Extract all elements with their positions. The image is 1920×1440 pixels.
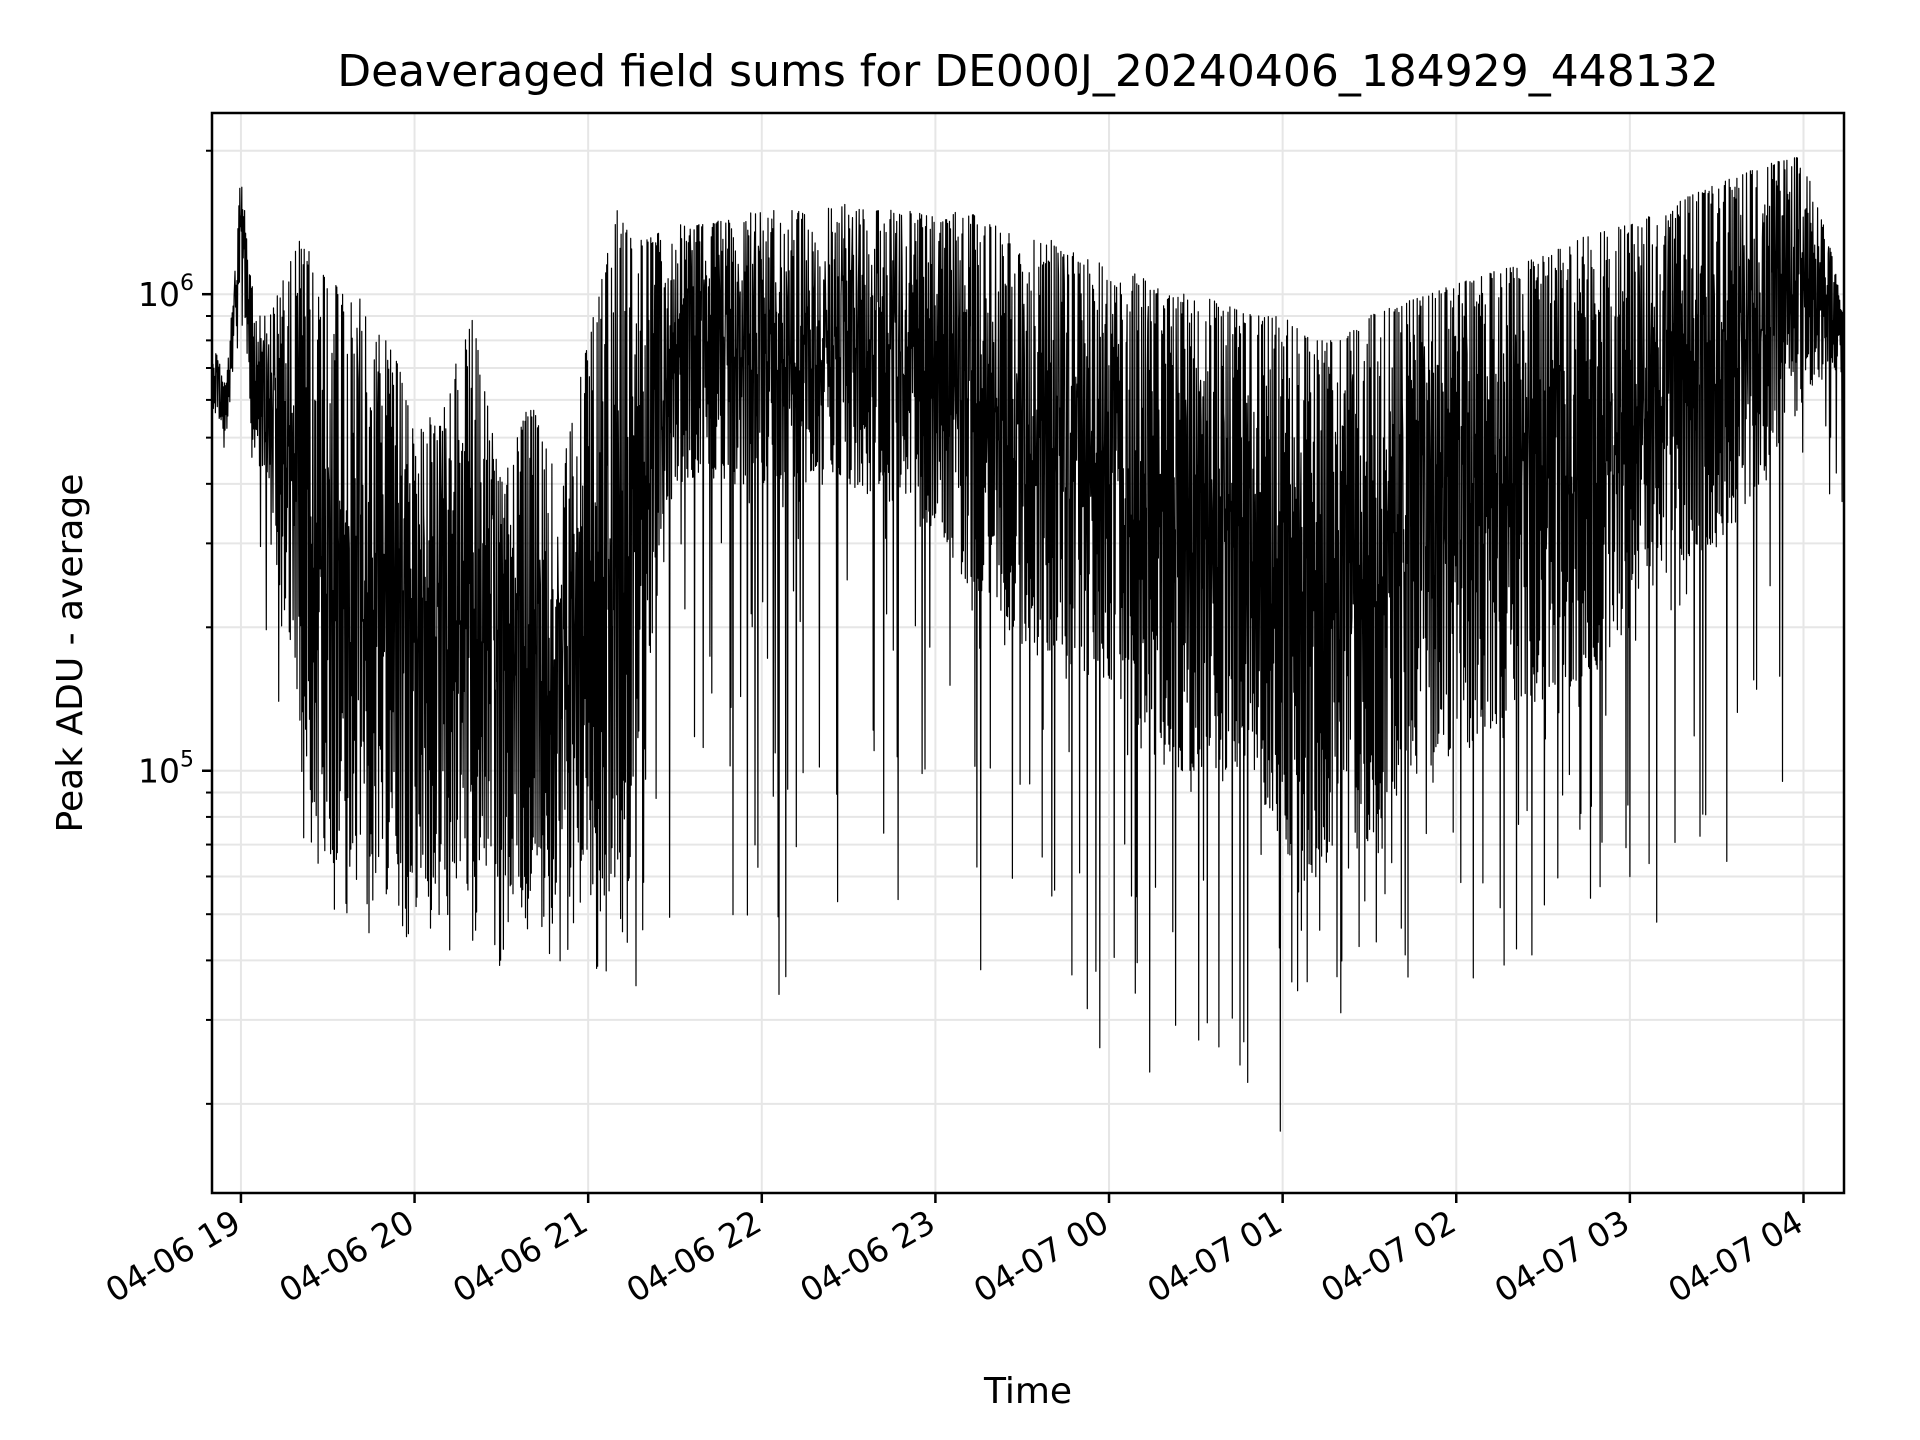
series-line [211, 157, 1845, 1132]
y-axis-ticks: 105 106 [138, 149, 212, 1105]
y-axis-label: Peak ADU - average [50, 474, 91, 833]
data-series [211, 157, 1845, 1132]
y-tick-label: 106 [138, 271, 194, 314]
chart-title: Deaveraged field sums for DE000J_2024040… [337, 46, 1719, 97]
x-axis-label: Time [983, 1371, 1072, 1412]
y-tick-label: 105 [138, 748, 194, 791]
plot-frame [210, 111, 1846, 1195]
